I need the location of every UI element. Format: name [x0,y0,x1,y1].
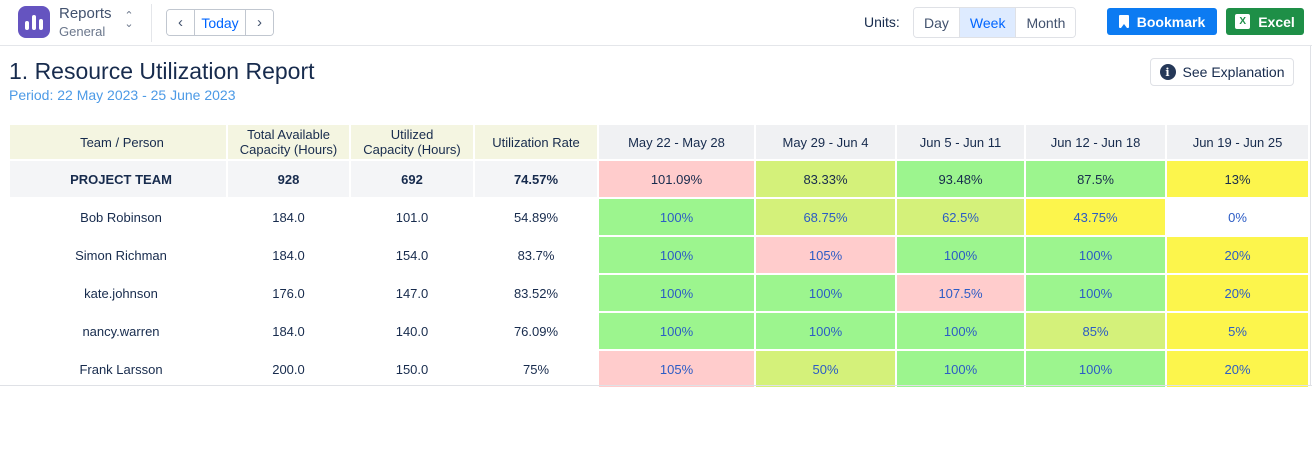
week-utilization-cell: 13% [1165,159,1310,199]
header-week: Jun 12 - Jun 18 [1024,123,1167,161]
utilization-rate-cell: 76.09% [473,311,599,351]
header-week: Jun 5 - Jun 11 [895,123,1026,161]
app-subtitle[interactable]: General [59,24,106,39]
utilized-capacity-cell: 150.0 [349,349,475,389]
bookmark-label: Bookmark [1136,13,1206,30]
week-utilization-cell: 83.33% [754,159,897,199]
week-utilization-cell: 85% [1024,311,1167,351]
week-utilization-cell: 100% [1024,273,1167,313]
week-utilization-cell: 100% [754,311,897,351]
header-utilized-capacity[interactable]: Utilized Capacity (Hours) [349,123,475,161]
table-header-row: Team / Person Total Available Capacity (… [8,123,1310,161]
header-week: May 29 - Jun 4 [754,123,897,161]
previous-period-button[interactable]: ‹ [167,10,194,35]
header-utilization-rate[interactable]: Utilization Rate [473,123,599,161]
week-utilization-cell: 100% [597,235,756,275]
bookmark-button[interactable]: Bookmark [1107,8,1217,35]
person-name: Frank Larsson [8,349,228,389]
week-utilization-cell: 0% [1165,197,1310,237]
bookmark-icon [1118,15,1129,28]
table-row: kate.johnson 176.0 147.0 83.52% 100% 100% 107.… [8,273,1310,313]
total-capacity-cell: 200.0 [226,349,351,389]
utilized-capacity-cell: 101.0 [349,197,475,237]
week-utilization-cell: 100% [597,311,756,351]
table-row: Bob Robinson 184.0 101.0 54.89% 100% 68.75% 62… [8,197,1310,237]
person-name: kate.johnson [8,273,228,313]
utilized-capacity-cell: 692 [349,159,475,199]
week-utilization-cell: 20% [1165,235,1310,275]
utilization-rate-cell: 74.57% [473,159,599,199]
unit-week-button[interactable]: Week [958,8,1016,37]
table-row: Frank Larsson 200.0 150.0 75% 105% 50% 100% 100… [8,349,1310,389]
table-bottom-border [0,385,1312,386]
week-utilization-cell: 68.75% [754,197,897,237]
total-capacity-cell: 928 [226,159,351,199]
week-utilization-cell: 100% [1024,235,1167,275]
app-title[interactable]: Reports [59,5,112,22]
utilization-rate-cell: 75% [473,349,599,389]
week-utilization-cell: 100% [895,349,1026,389]
team-summary-row: PROJECT TEAM 928 692 74.57% 101.09% 83.33% 93.… [8,159,1310,199]
date-navigation: ‹ Today › [166,9,274,36]
today-button[interactable]: Today [194,10,246,35]
table-right-border [1310,46,1311,386]
utilization-rate-cell: 83.7% [473,235,599,275]
utilization-table: Team / Person Total Available Capacity (… [8,123,1310,389]
utilization-rate-cell: 54.89% [473,197,599,237]
person-name: Simon Richman [8,235,228,275]
top-bar: Reports General ⌃ ⌄ ‹ Today › Units: Day… [0,0,1312,46]
week-utilization-cell: 93.48% [895,159,1026,199]
person-name: Bob Robinson [8,197,228,237]
next-period-button[interactable]: › [246,10,273,35]
week-utilization-cell: 87.5% [1024,159,1167,199]
week-utilization-cell: 5% [1165,311,1310,351]
week-utilization-cell: 101.09% [597,159,756,199]
total-capacity-cell: 176.0 [226,273,351,313]
person-name: nancy.warren [8,311,228,351]
unit-month-button[interactable]: Month [1015,8,1076,37]
utilized-capacity-cell: 147.0 [349,273,475,313]
table-row: Simon Richman 184.0 154.0 83.7% 100% 105% 100%… [8,235,1310,275]
total-capacity-cell: 184.0 [226,311,351,351]
table-row: nancy.warren 184.0 140.0 76.09% 100% 100% 100%… [8,311,1310,351]
info-icon: i [1159,64,1176,80]
header-person[interactable]: Team / Person [8,123,228,161]
week-utilization-cell: 100% [597,273,756,313]
app-switch-chevron-icon[interactable]: ⌃ ⌄ [124,10,134,30]
week-utilization-cell: 100% [1024,349,1167,389]
week-utilization-cell: 100% [895,311,1026,351]
week-utilization-cell: 20% [1165,273,1310,313]
total-capacity-cell: 184.0 [226,235,351,275]
week-utilization-cell: 107.5% [895,273,1026,313]
see-explanation-label: See Explanation [1182,64,1285,80]
reports-app-icon[interactable] [18,6,50,38]
excel-export-button[interactable]: X Excel [1226,8,1304,35]
utilized-capacity-cell: 140.0 [349,311,475,351]
divider [151,4,152,42]
header-week: Jun 19 - Jun 25 [1165,123,1310,161]
report-period: Period: 22 May 2023 - 25 June 2023 [9,87,236,103]
header-week: May 22 - May 28 [597,123,756,161]
report-title: 1. Resource Utilization Report [9,58,315,84]
excel-icon: X [1235,14,1251,29]
header-total-capacity[interactable]: Total Available Capacity (Hours) [226,123,351,161]
week-utilization-cell: 43.75% [1024,197,1167,237]
total-capacity-cell: 184.0 [226,197,351,237]
team-name: PROJECT TEAM [8,159,228,199]
week-utilization-cell: 50% [754,349,897,389]
week-utilization-cell: 105% [754,235,897,275]
excel-label: Excel [1258,13,1295,30]
week-utilization-cell: 100% [754,273,897,313]
utilized-capacity-cell: 154.0 [349,235,475,275]
week-utilization-cell: 62.5% [895,197,1026,237]
week-utilization-cell: 105% [597,349,756,389]
week-utilization-cell: 100% [895,235,1026,275]
see-explanation-button[interactable]: i See Explanation [1150,58,1294,86]
utilization-rate-cell: 83.52% [473,273,599,313]
week-utilization-cell: 100% [597,197,756,237]
units-label: Units: [864,14,900,30]
units-toggle: Day Week Month [913,7,1077,38]
unit-day-button[interactable]: Day [914,8,959,37]
week-utilization-cell: 20% [1165,349,1310,389]
